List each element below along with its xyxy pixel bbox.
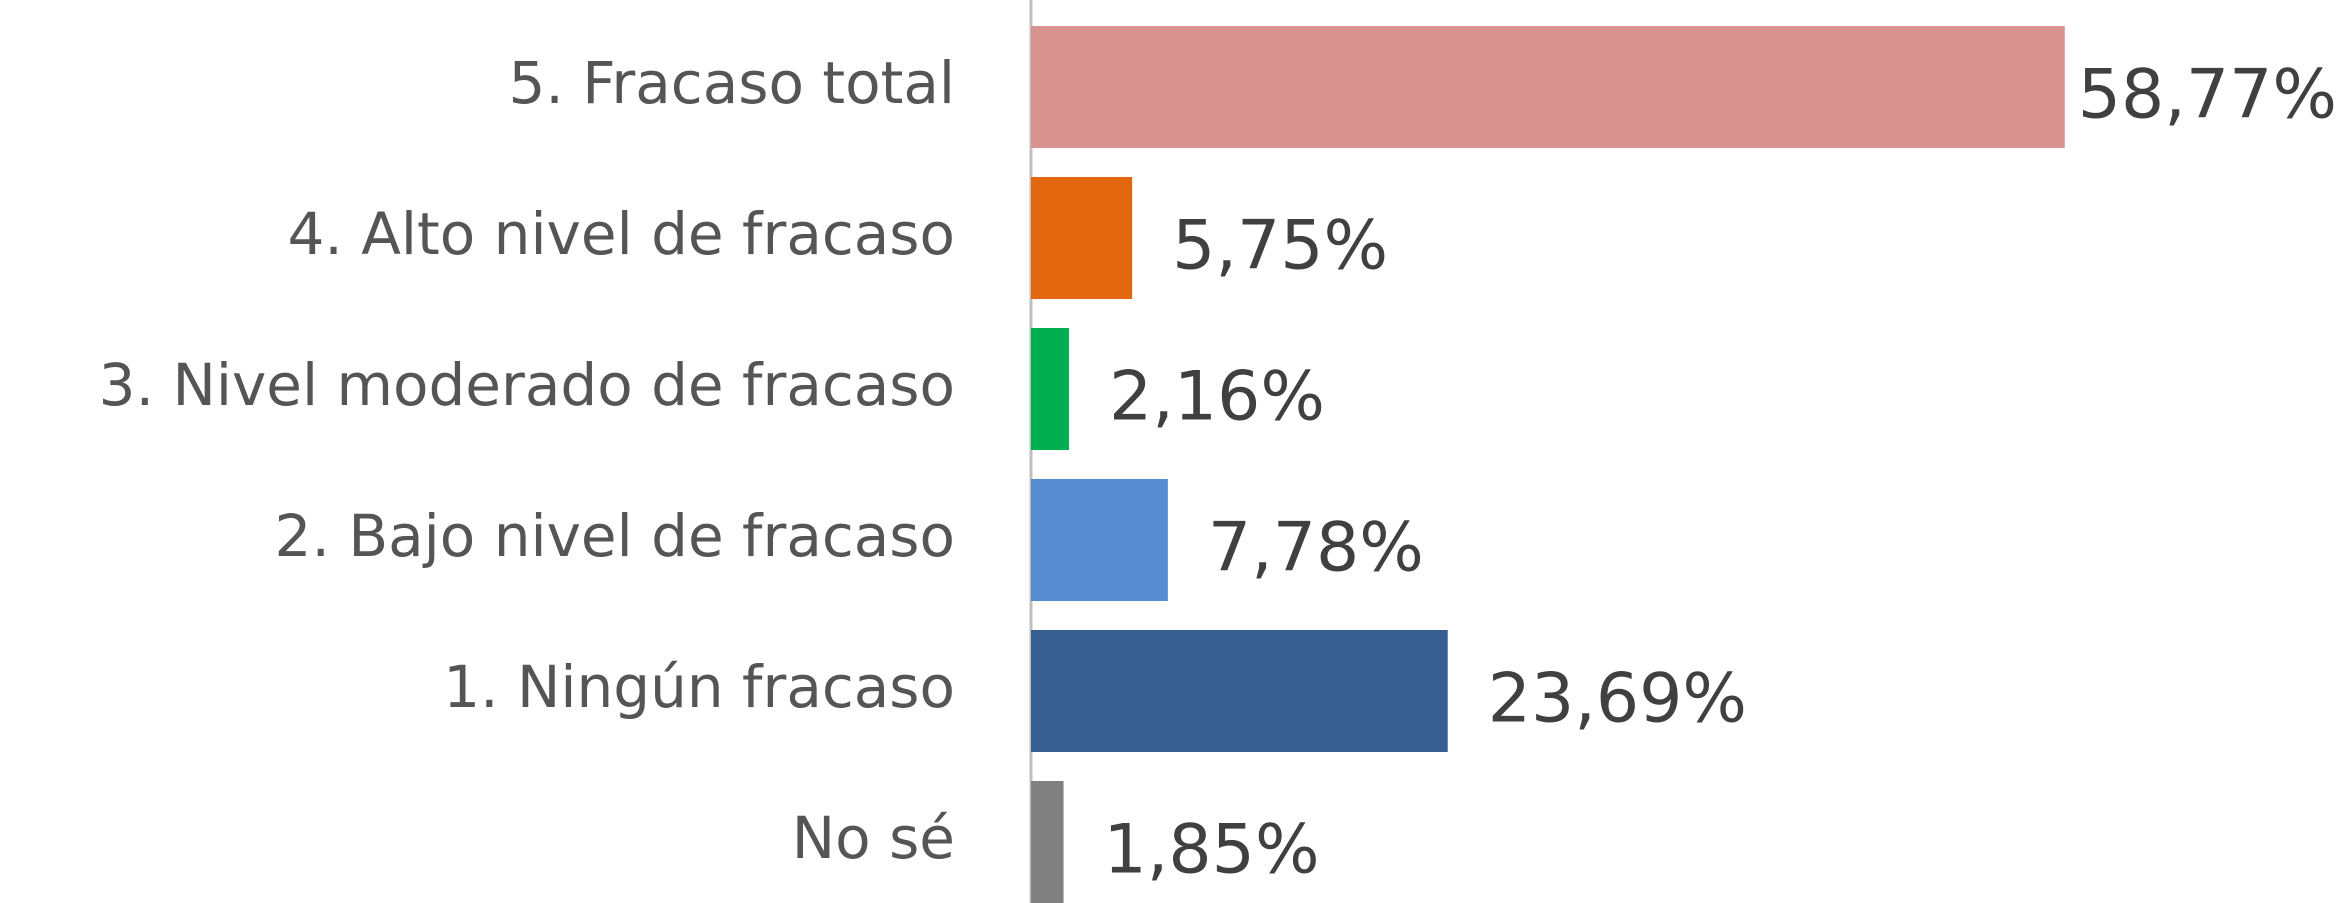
- bar: [1031, 630, 1448, 752]
- category-label: 5. Fracaso total: [509, 49, 956, 117]
- category-label: 4. Alto nivel de fracaso: [287, 200, 955, 268]
- value-label: 5,75%: [1172, 207, 1388, 286]
- bar: [1031, 479, 1168, 601]
- value-label: 7,78%: [1208, 509, 1424, 588]
- bar: [1031, 781, 1064, 903]
- bar: [1031, 26, 2065, 148]
- category-label: 1. Ningún fracaso: [443, 653, 955, 721]
- bar: [1031, 177, 1133, 299]
- category-label: 3. Nivel moderado de fracaso: [99, 351, 955, 419]
- value-label: 1,85%: [1104, 811, 1320, 890]
- category-label: 2. Bajo nivel de fracaso: [275, 502, 955, 570]
- category-label: No sé: [792, 804, 955, 872]
- value-label: 2,16%: [1109, 358, 1325, 437]
- value-label: 58,77%: [2078, 56, 2337, 135]
- value-label: 23,69%: [1488, 660, 1747, 739]
- bar: [1031, 328, 1069, 450]
